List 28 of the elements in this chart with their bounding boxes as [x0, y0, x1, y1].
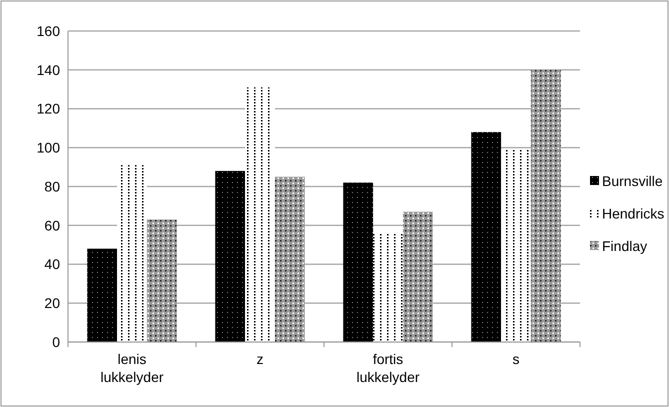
bar [402, 212, 433, 342]
y-tick-label: 140 [36, 62, 60, 78]
x-tick-label: z [256, 351, 264, 367]
bar [471, 132, 502, 342]
bar [117, 165, 147, 342]
y-tick-label: 80 [44, 178, 60, 194]
bar [343, 182, 374, 342]
y-tick-label: 20 [44, 295, 60, 312]
bar [245, 87, 275, 342]
y-tick-label: 0 [52, 334, 60, 350]
legend-label: Burnsville [602, 172, 663, 189]
y-tick-label: 100 [36, 140, 60, 156]
bar [530, 70, 561, 342]
bar [87, 248, 118, 342]
y-tick-label: 60 [44, 217, 60, 234]
y-tick-label: 40 [44, 256, 60, 272]
x-tick-label: s [512, 351, 520, 367]
legend-label: Findlay [602, 238, 648, 254]
bar [215, 170, 246, 342]
y-tick-label: 160 [36, 22, 60, 39]
bar [373, 233, 403, 342]
bar [146, 220, 177, 342]
x-tick-label: lenis lukkelyder [100, 351, 164, 385]
bar [501, 150, 531, 342]
bar [274, 176, 305, 342]
legend-label: Hendricks [602, 205, 664, 222]
x-tick-label: fortis lukkelyder [356, 351, 420, 385]
y-tick-label: 120 [36, 100, 60, 117]
